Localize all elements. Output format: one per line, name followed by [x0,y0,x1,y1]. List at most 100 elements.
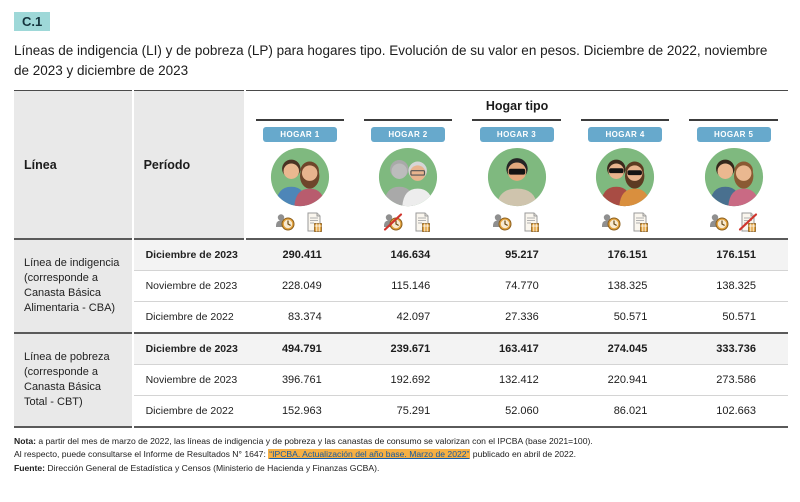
value-cell: 115.146 [353,270,463,302]
linea-pobreza-label: Línea de pobreza (corresponde a Canasta … [14,333,134,428]
linea-indigencia-label: Línea de indigencia (corresponde a Canas… [14,239,134,334]
periodo-cell: Diciembre de 2023 [132,333,246,365]
value-cell: 494.791 [245,333,354,365]
column-rule [363,119,453,122]
value-cell: 132.412 [462,364,571,396]
figure-tag: C.1 [14,12,51,31]
periodo-cell: Diciembre de 2022 [132,395,246,428]
value-cell: 74.770 [462,270,571,302]
value-cell: 239.671 [353,333,463,365]
table-row: Noviembre de 2023 228.049 115.146 74.770… [14,270,788,302]
report-page: C.1 Líneas de indigencia (LI) y de pobre… [14,12,788,475]
value-cell: 138.325 [679,270,788,302]
worker-clock-icon [601,214,621,231]
periodo-cell: Noviembre de 2023 [132,270,246,302]
hogar-3-badge: HOGAR 3 [479,127,554,143]
value-cell: 273.586 [679,364,788,396]
value-cell: 50.571 [679,301,788,334]
nota-text: a partir del mes de marzo de 2022, las l… [35,436,593,447]
hogar-5-header: HOGAR 5 [679,119,788,240]
indigencia-group: Línea de indigencia (corresponde a Canas… [14,239,788,334]
couple-avatar-icon [270,148,329,207]
periodo-cell: Diciembre de 2023 [132,239,246,271]
household-attribute-icons [573,212,678,233]
value-cell: 396.761 [245,364,354,396]
column-rule [689,119,778,122]
reference-post-text: publicado en abril de 2022. [470,449,576,460]
column-rule [256,119,344,122]
table-row: Diciembre de 2022 83.374 42.097 27.336 5… [14,301,788,334]
footnotes: Nota: a partir del mes de marzo de 2022,… [14,435,786,475]
household-attribute-icons [464,212,569,233]
column-group-header-hogar-tipo: Hogar tipo [485,99,549,114]
document-calculator-icon [415,212,431,233]
hogar-5-badge: HOGAR 5 [696,127,771,143]
value-cell: 42.097 [353,301,463,334]
hogar-4-badge: HOGAR 4 [588,127,663,143]
document-calculator-icon [524,212,539,233]
value-cell: 163.417 [462,333,571,365]
periodo-cell: Diciembre de 2022 [132,301,246,334]
table-row: Noviembre de 2023 396.761 192.692 132.41… [14,364,788,396]
silhouette-older-man-avatar-icon [378,148,438,207]
table-row: Línea de indigencia (corresponde a Canas… [14,239,788,334]
table-row: Línea de pobreza (corresponde a Canasta … [14,333,788,428]
fuente-line: Fuente: Dirección General de Estadística… [14,462,786,475]
column-header-periodo: Período [132,90,247,240]
document-calculator-icon [307,212,323,233]
value-cell: 290.411 [245,239,354,271]
couple-avatar-icon [704,148,763,207]
couple-sunglasses-avatar-icon [596,148,655,207]
worker-clock-icon [276,214,295,231]
figure-title: Líneas de indigencia (LI) y de pobreza (… [14,43,768,78]
single-man-sunglasses-avatar-icon [487,148,546,207]
pobreza-group: Línea de pobreza (corresponde a Canasta … [14,333,788,428]
value-cell: 152.963 [245,395,354,428]
hogar-1-header: HOGAR 1 [245,119,354,240]
worker-clock-crossed-icon [384,213,403,231]
column-rule [580,119,670,122]
value-cell: 27.336 [462,301,571,334]
ipcba-report-link[interactable]: “IPCBA. Actualización del año base. Marz… [268,449,471,460]
value-cell: 146.634 [353,239,463,271]
value-cell: 138.325 [570,270,680,302]
value-cell: 83.374 [245,301,354,334]
value-cell: 274.045 [570,333,680,365]
hogar-2-header: HOGAR 2 [353,119,463,240]
table-row: Diciembre de 2022 152.963 75.291 52.060 … [14,395,788,428]
value-cell: 52.060 [462,395,571,428]
hogar-3-header: HOGAR 3 [462,119,571,240]
poverty-lines-table: Línea Período Hogar tipo HOGAR 1 [14,90,788,428]
value-cell: 333.736 [679,333,788,365]
value-cell: 102.663 [679,395,788,428]
value-cell: 50.571 [570,301,680,334]
nota-line: Nota: a partir del mes de marzo de 2022,… [14,435,786,448]
value-cell: 220.941 [570,364,680,396]
value-cell: 228.049 [245,270,354,302]
household-attribute-icons [248,212,352,233]
value-cell: 75.291 [353,395,463,428]
household-attribute-icons [356,212,461,233]
column-rule [472,119,561,122]
reference-pre-text: Al respecto, puede consultarse el Inform… [14,449,269,460]
hogar-2-badge: HOGAR 2 [370,127,445,143]
value-cell: 192.692 [353,364,463,396]
periodo-cell: Noviembre de 2023 [132,364,246,396]
hogar-1-badge: HOGAR 1 [262,127,337,143]
fuente-label: Fuente: [14,462,46,473]
nota-label: Nota: [14,436,36,447]
fuente-text: Dirección General de Estadística y Censo… [45,462,380,473]
value-cell: 95.217 [462,239,571,271]
worker-clock-icon [493,214,512,231]
value-cell: 176.151 [679,239,788,271]
reference-line: Al respecto, puede consultarse el Inform… [14,448,786,461]
value-cell: 86.021 [570,395,680,428]
value-cell: 176.151 [570,239,680,271]
document-calculator-icon [633,212,648,233]
document-calculator-crossed-icon [739,212,758,233]
column-header-linea: Línea [14,90,134,240]
hogar-headers-row: HOGAR 1 [14,119,788,240]
household-attribute-icons [681,212,786,233]
worker-clock-icon [710,214,729,231]
hogar-4-header: HOGAR 4 [570,119,680,240]
